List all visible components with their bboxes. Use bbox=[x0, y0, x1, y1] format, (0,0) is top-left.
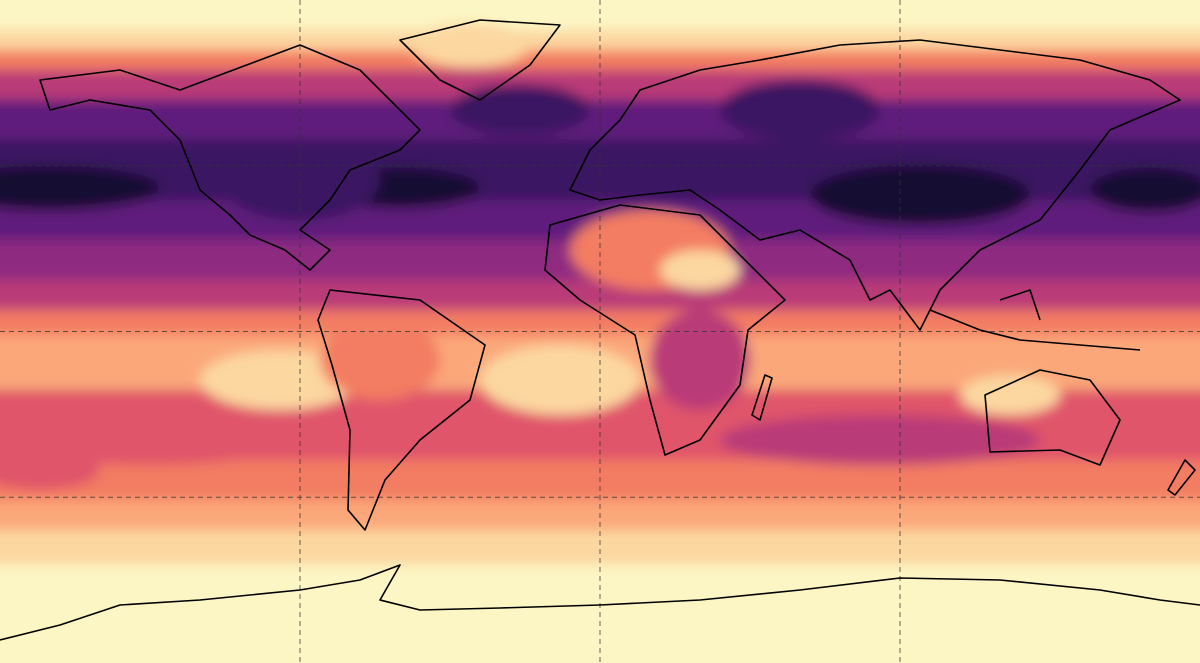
contour-blob bbox=[320, 320, 440, 400]
contour-blob bbox=[10, 415, 290, 465]
coast-australia bbox=[984, 369, 1121, 466]
contour-blob bbox=[410, 23, 530, 67]
coast-indonesia bbox=[929, 289, 1141, 351]
coast-south-america bbox=[317, 289, 486, 531]
contour-blob bbox=[650, 310, 750, 410]
contour-blob bbox=[0, 343, 170, 367]
contour-blob bbox=[0, 166, 160, 210]
coast-eurasia bbox=[569, 39, 1181, 331]
contour-blob bbox=[0, 450, 100, 490]
contour-blob bbox=[660, 250, 740, 290]
contour-blob bbox=[720, 415, 1040, 465]
contour-blob bbox=[450, 85, 590, 135]
contour-blob bbox=[720, 80, 880, 140]
coast-madagascar bbox=[751, 374, 773, 421]
coast-africa bbox=[544, 204, 786, 456]
coast-antarctica bbox=[0, 564, 1200, 641]
contour-blob bbox=[810, 165, 1030, 225]
contour-blob bbox=[480, 345, 640, 415]
contour-blob bbox=[960, 375, 1060, 415]
coast-north-america bbox=[39, 44, 421, 271]
contour-blob bbox=[200, 350, 360, 410]
coastlines bbox=[0, 19, 1200, 641]
contour-blob bbox=[1090, 168, 1200, 212]
coast-greenland bbox=[399, 19, 561, 101]
coast-new-zealand bbox=[1167, 459, 1196, 496]
